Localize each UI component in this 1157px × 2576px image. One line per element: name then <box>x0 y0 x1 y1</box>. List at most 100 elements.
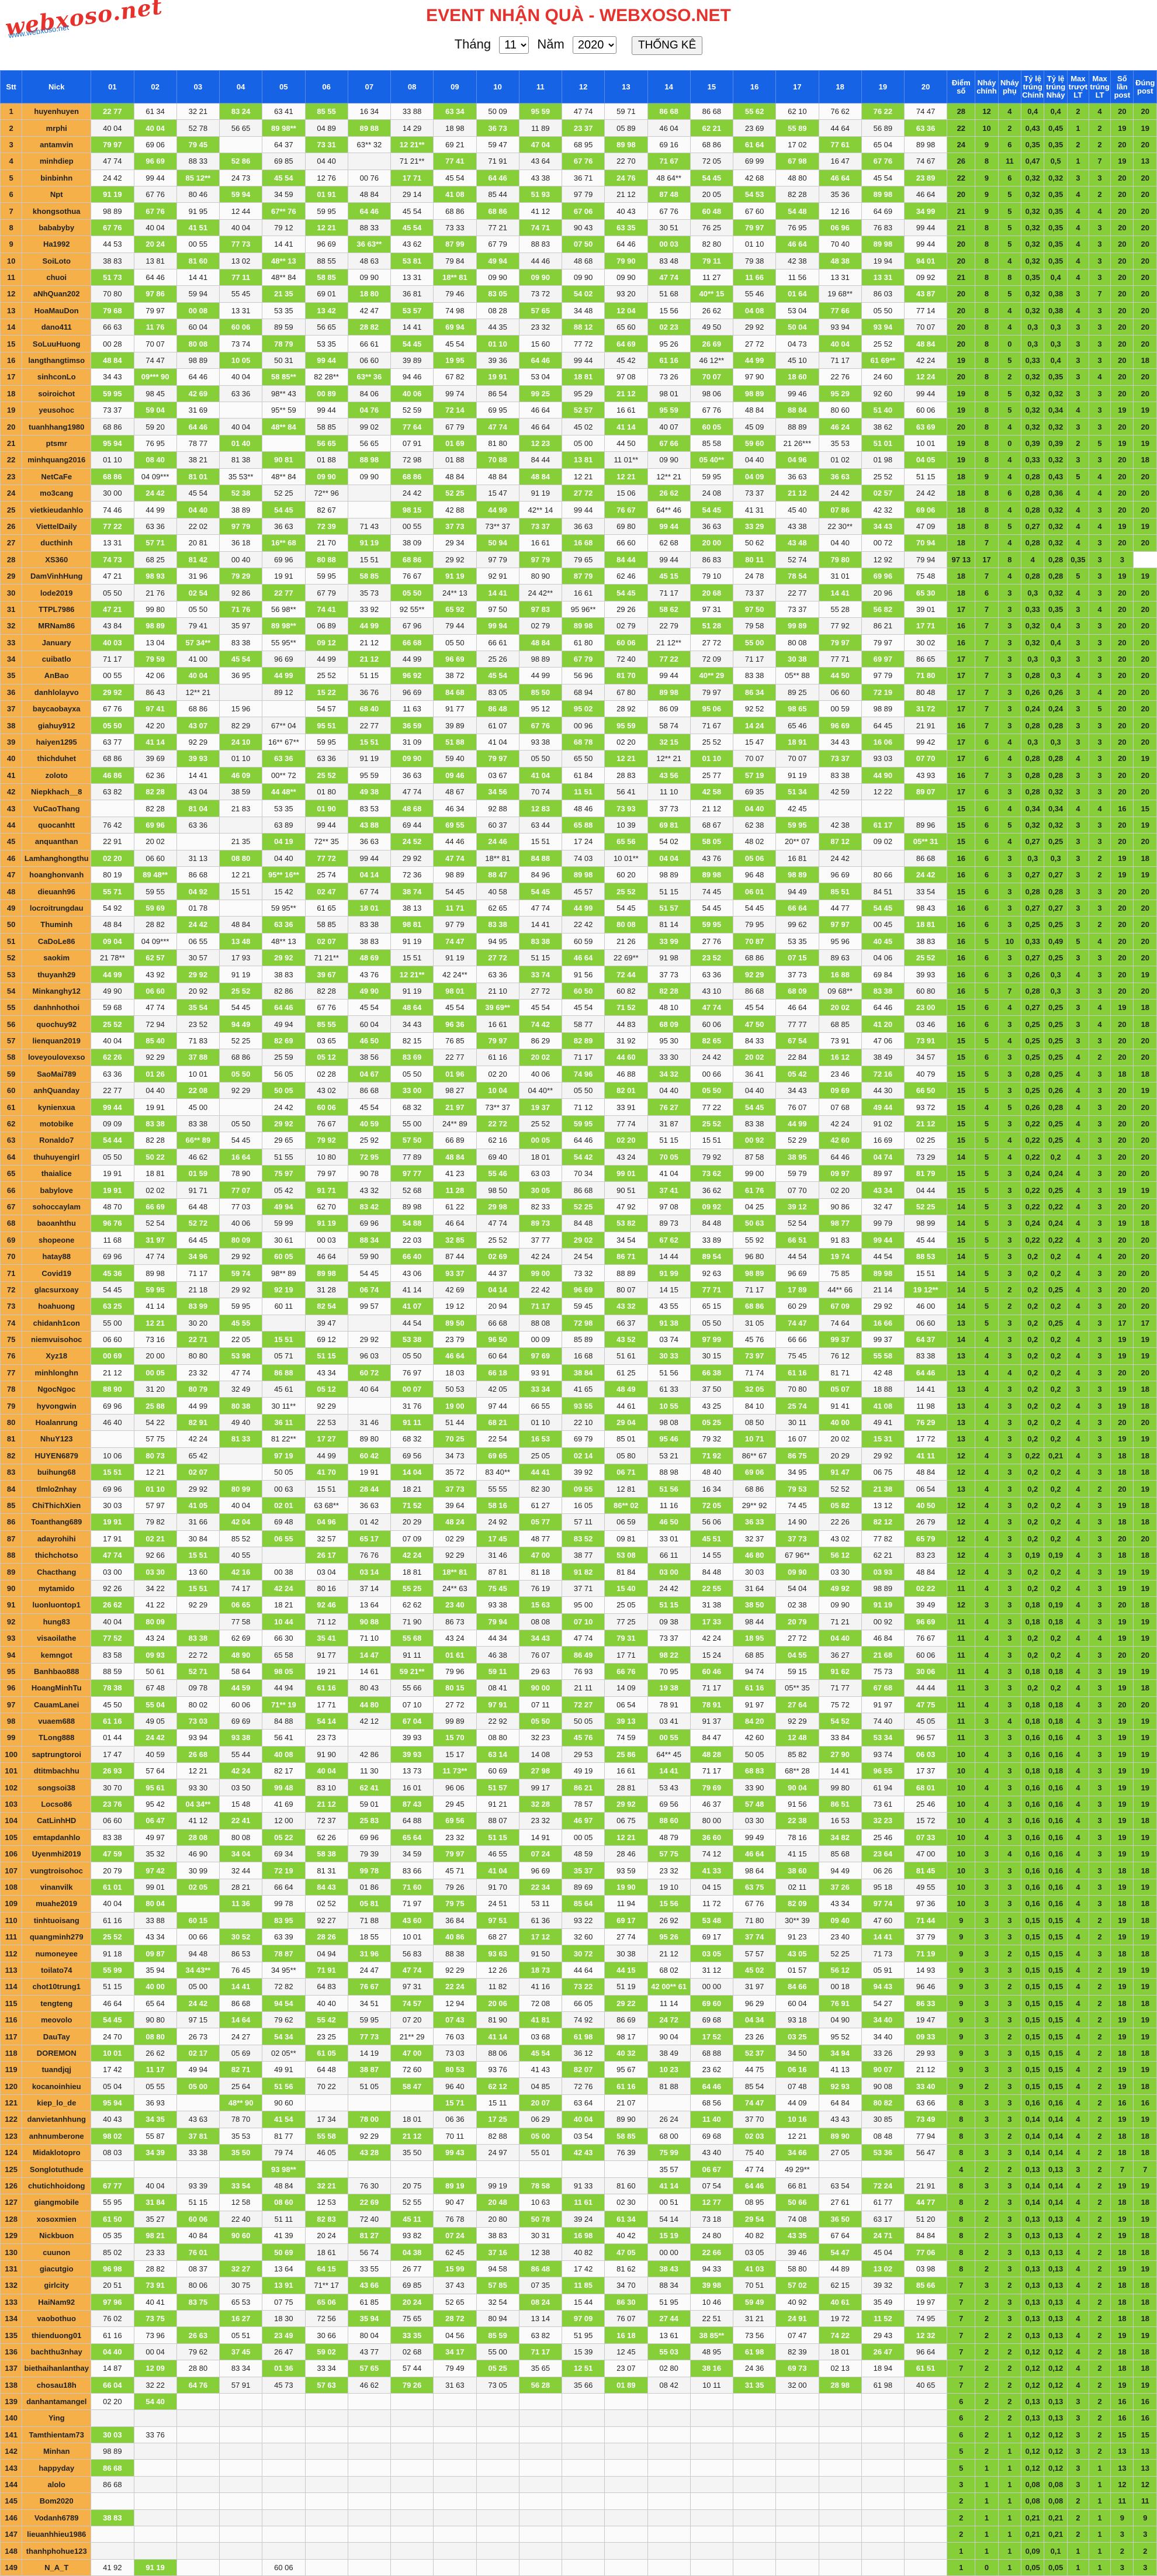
nick-cell[interactable]: thichchotso <box>22 1546 92 1564</box>
nick-cell[interactable]: anhQuanday <box>22 1082 92 1099</box>
nick-cell[interactable]: danhantamangel <box>22 2392 92 2411</box>
nick-cell[interactable]: chot10trung1 <box>22 1978 92 1996</box>
nick-cell[interactable]: Ying <box>22 2409 92 2427</box>
nick-cell[interactable]: AnBao <box>22 667 92 684</box>
nick-cell[interactable]: Midaklotopro <box>22 2144 92 2162</box>
nick-cell[interactable]: Minhan <box>22 2443 92 2460</box>
nick-cell[interactable]: hatay88 <box>22 1247 92 1265</box>
nick-cell[interactable]: sohoccaylam <box>22 1198 92 1216</box>
nick-cell[interactable]: quochuy92 <box>22 1015 92 1033</box>
nick-cell[interactable]: NetCaFe <box>22 468 92 485</box>
nick-cell[interactable]: hoahuong <box>22 1298 92 1315</box>
nick-cell[interactable]: tlmlo2nhay <box>22 1480 92 1498</box>
nick-cell[interactable]: danvietanhhung <box>22 2111 92 2128</box>
nick-cell[interactable]: dtitmbachhu <box>22 1762 92 1780</box>
nick-cell[interactable]: CatLinhHD <box>22 1812 92 1830</box>
nick-cell[interactable]: kiep_lo_de <box>22 2094 92 2112</box>
nick-cell[interactable]: giangmobile <box>22 2194 92 2211</box>
nick-cell[interactable]: Xyz18 <box>22 1347 92 1365</box>
nick-cell[interactable]: dieuanh96 <box>22 883 92 900</box>
nick-cell[interactable]: niemvuisohoc <box>22 1330 92 1348</box>
nick-cell[interactable]: vietkieudanhlo <box>22 501 92 518</box>
nick-cell[interactable]: VuCaoThang <box>22 800 92 817</box>
nick-cell[interactable]: Minkanghy12 <box>22 982 92 1000</box>
nick-cell[interactable]: TLong888 <box>22 1729 92 1747</box>
year-select[interactable]: 2020 <box>572 36 616 54</box>
nick-cell[interactable]: Ha1992 <box>22 236 92 253</box>
nick-cell[interactable]: vinanvilk <box>22 1878 92 1896</box>
nick-cell[interactable]: buihung68 <box>22 1464 92 1481</box>
nick-cell[interactable]: loveyoulovexso <box>22 1049 92 1066</box>
nick-cell[interactable]: Hoalanrung <box>22 1413 92 1432</box>
nick-cell[interactable]: HoaMauDon <box>22 302 92 320</box>
nick-cell[interactable]: HaiNam92 <box>22 2293 92 2311</box>
nick-cell[interactable]: muahe2019 <box>22 1895 92 1913</box>
nick-cell[interactable]: saptrungtoroi <box>22 1745 92 1764</box>
nick-cell[interactable]: babylove <box>22 1181 92 1199</box>
nick-cell[interactable]: ducthinh <box>22 534 92 552</box>
nick-cell[interactable]: alolo <box>22 2475 92 2494</box>
nick-cell[interactable]: luonluontop1 <box>22 1596 92 1614</box>
nick-cell[interactable]: Lamhanghongthu <box>22 849 92 867</box>
nick-cell[interactable]: numoneyee <box>22 1945 92 1962</box>
nick-cell[interactable]: visaoilathe <box>22 1629 92 1647</box>
nick-cell[interactable]: binbinhn <box>22 169 92 186</box>
nick-cell[interactable]: MRNam86 <box>22 617 92 635</box>
nick-cell[interactable]: emtapdanhlo <box>22 1828 92 1847</box>
nick-cell[interactable]: adayrohihi <box>22 1530 92 1547</box>
nick-cell[interactable]: biethaihanlanthay <box>22 2360 92 2377</box>
nick-cell[interactable]: baycaobayxa <box>22 700 92 718</box>
month-select[interactable]: 11 <box>499 36 529 54</box>
nick-cell[interactable]: Banhbao888 <box>22 1662 92 1681</box>
nick-cell[interactable]: bababyby <box>22 219 92 237</box>
nick-cell[interactable]: hoanghonvanh <box>22 866 92 884</box>
nick-cell[interactable]: giahuy912 <box>22 717 92 734</box>
nick-cell[interactable]: TTPL7986 <box>22 600 92 618</box>
nick-cell[interactable]: langthangtimso <box>22 351 92 369</box>
nick-cell[interactable]: thanhphohue123 <box>22 2542 92 2560</box>
nick-cell[interactable]: mo3cang <box>22 484 92 502</box>
nick-cell[interactable]: tuanhhang1980 <box>22 418 92 435</box>
nick-cell[interactable]: soiroichot <box>22 385 92 403</box>
nick-cell[interactable]: meovolo <box>22 2011 92 2029</box>
nick-cell[interactable]: happyday <box>22 2459 92 2477</box>
nick-cell[interactable]: vuaem688 <box>22 1712 92 1730</box>
nick-cell[interactable]: ChiThichXien <box>22 1496 92 1515</box>
nick-cell[interactable]: Nickbuon <box>22 2226 92 2245</box>
nick-cell[interactable]: anquanthan <box>22 833 92 850</box>
nick-cell[interactable]: SaoMai789 <box>22 1065 92 1083</box>
nick-cell[interactable]: vungtroisohoc <box>22 1862 92 1879</box>
nick-cell[interactable]: SoLuuHuong <box>22 335 92 352</box>
nick-cell[interactable]: minhdiep <box>22 153 92 170</box>
nick-cell[interactable]: quangminh279 <box>22 1928 92 1946</box>
nick-cell[interactable]: tuandjqj <box>22 2061 92 2079</box>
thong-ke-button[interactable]: THỐNG KÊ <box>632 36 703 55</box>
nick-cell[interactable]: quocanhtt <box>22 816 92 834</box>
nick-cell[interactable]: dano411 <box>22 319 92 336</box>
nick-cell[interactable]: Toanthang689 <box>22 1513 92 1531</box>
nick-cell[interactable]: NgocNgoc <box>22 1381 92 1398</box>
nick-cell[interactable]: Niepkhach__8 <box>22 783 92 801</box>
nick-cell[interactable]: HoangMinhTu <box>22 1679 92 1697</box>
nick-cell[interactable]: Thuminh <box>22 916 92 933</box>
nick-cell[interactable]: giacutgio <box>22 2260 92 2278</box>
nick-cell[interactable]: January <box>22 634 92 651</box>
nick-cell[interactable]: lode2019 <box>22 584 92 601</box>
nick-cell[interactable]: bachthu3nhay <box>22 2343 92 2361</box>
nick-cell[interactable]: xosoxmien <box>22 2210 92 2228</box>
nick-cell[interactable]: kynienxua <box>22 1098 92 1116</box>
nick-cell[interactable]: yeusohoc <box>22 402 92 419</box>
nick-cell[interactable]: Bom2020 <box>22 2492 92 2510</box>
nick-cell[interactable]: Uyenmhi2019 <box>22 1845 92 1863</box>
nick-cell[interactable]: N_A_T <box>22 2558 92 2576</box>
nick-cell[interactable]: mytamido <box>22 1579 92 1598</box>
nick-cell[interactable]: ptsmr <box>22 434 92 452</box>
nick-cell[interactable]: chuoi <box>22 268 92 286</box>
nick-cell[interactable]: Tamthientam73 <box>22 2426 92 2444</box>
nick-cell[interactable]: baoanhthu <box>22 1215 92 1232</box>
nick-cell[interactable]: cuunon <box>22 2243 92 2261</box>
nick-cell[interactable]: Npt <box>22 185 92 203</box>
nick-cell[interactable]: CaDoLe86 <box>22 932 92 950</box>
nick-cell[interactable]: anhnumberone <box>22 2127 92 2145</box>
nick-cell[interactable]: Locso86 <box>22 1795 92 1813</box>
